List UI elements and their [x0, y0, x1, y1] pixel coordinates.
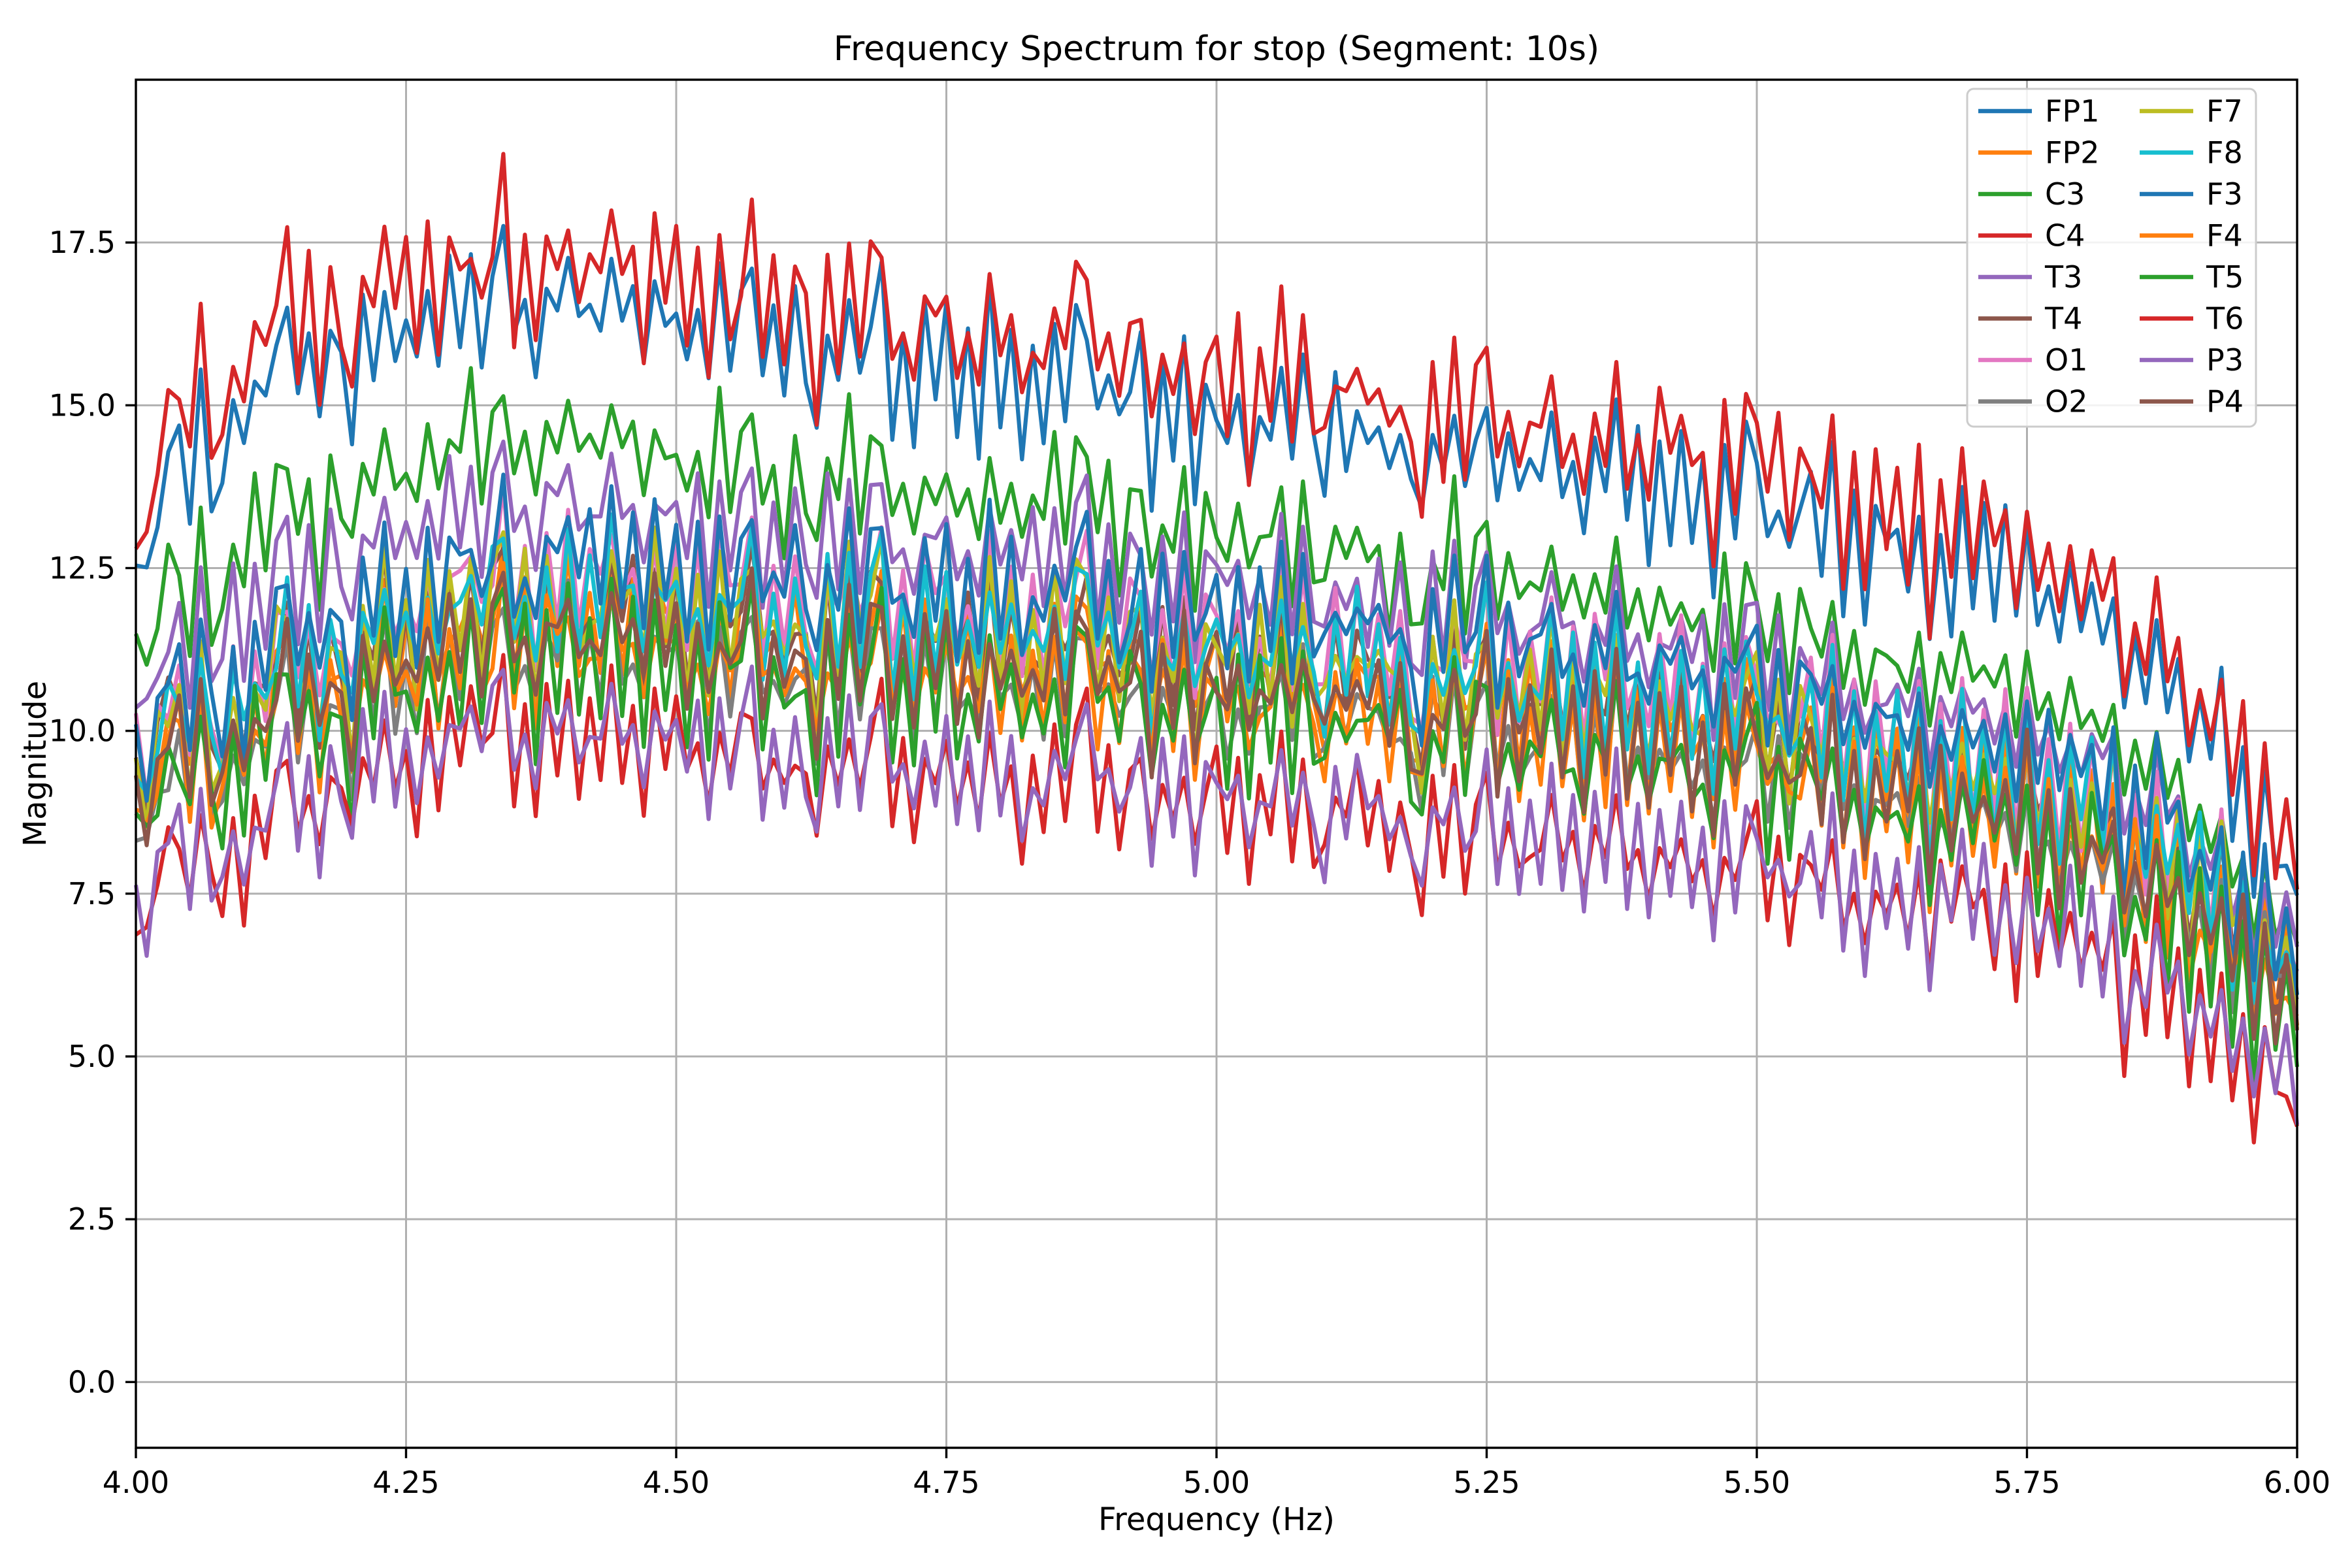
x-tick-label: 4.25 [372, 1465, 439, 1500]
legend-entry: F7 [2140, 93, 2243, 129]
legend-entry: T6 [2140, 301, 2244, 336]
y-tick-label: 2.5 [68, 1201, 116, 1237]
series-line-T3 [134, 439, 2300, 958]
legend-entry: T3 [1978, 259, 2082, 295]
tick-labels: 4.00 4.25 4.50 4.75 5.00 5.25 5.50 5.75 6.00 0.0 2… [49, 225, 2331, 1500]
series-line-F3 [133, 472, 2300, 996]
legend-label: F4 [2206, 218, 2243, 253]
series-line-T5 [134, 576, 2300, 1083]
x-tick-label: 4.75 [913, 1465, 979, 1500]
legend-entry: F4 [2140, 218, 2243, 253]
legend-label: O2 [2045, 384, 2087, 419]
legend-entry: C3 [1978, 176, 2085, 212]
x-tick-label: 5.50 [1723, 1465, 1790, 1500]
legend-entry: O1 [1978, 342, 2087, 378]
series-line-P3 [133, 664, 2300, 1125]
legend-label: F7 [2206, 93, 2243, 129]
series-line-FP1 [135, 223, 2299, 899]
x-tick-label: 5.00 [1183, 1465, 1250, 1500]
legend-label: P4 [2206, 384, 2244, 419]
y-tick-label: 7.5 [68, 876, 116, 911]
legend-label: F8 [2206, 135, 2243, 171]
legend-entry: F3 [2140, 176, 2243, 212]
legend-entry: FP1 [1978, 93, 2099, 129]
legend-entry: O2 [1978, 384, 2087, 419]
legend-label: T4 [2044, 301, 2082, 336]
x-tick-label: 4.50 [643, 1465, 710, 1500]
axis-ticks [125, 241, 2298, 1458]
y-tick-label: 12.5 [49, 551, 116, 586]
series-line-P4 [133, 566, 2300, 1046]
x-tick-label: 6.00 [2264, 1465, 2330, 1500]
legend-entry: P3 [2140, 342, 2244, 378]
legend-label: C4 [2045, 218, 2085, 253]
y-tick-label: 15.0 [49, 387, 116, 423]
legend-label: T3 [2044, 259, 2082, 295]
x-axis-label: Frequency (Hz) [1098, 1501, 1335, 1538]
chart-title: Frequency Spectrum for stop (Segment: 10… [834, 29, 1599, 69]
legend-label: C3 [2045, 176, 2085, 212]
legend-label: FP2 [2045, 135, 2099, 171]
legend-entry: FP2 [1978, 135, 2099, 171]
legend-label: F3 [2206, 176, 2243, 212]
legend: FP1 FP2 C3 C4 T3 T4 O1 O2 F7 F8 F3 F4 T5 T6 P3 P4 [1966, 88, 2257, 428]
y-axis-label: Magnitude [17, 681, 54, 847]
series-lines [133, 152, 2300, 1145]
legend-entry: P4 [2140, 384, 2244, 419]
legend-label: O1 [2045, 342, 2087, 378]
legend-label: T6 [2206, 301, 2244, 336]
x-tick-label: 5.75 [1993, 1465, 2060, 1500]
series-line-C4 [134, 152, 2300, 890]
legend-entry: T5 [2140, 259, 2244, 295]
x-tick-label: 5.25 [1453, 1465, 1520, 1500]
legend-entry: T4 [1978, 301, 2082, 336]
legend-label: P3 [2206, 342, 2244, 378]
y-tick-label: 5.0 [68, 1039, 116, 1074]
legend-entry: C4 [1978, 218, 2085, 253]
x-tick-label: 4.00 [103, 1465, 169, 1500]
legend-entry: F8 [2140, 135, 2243, 171]
legend-box [1966, 88, 2257, 428]
legend-label: FP1 [2045, 93, 2099, 129]
series-line-C3 [134, 366, 2299, 945]
y-tick-label: 10.0 [49, 713, 116, 749]
y-tick-label: 0.0 [68, 1364, 116, 1399]
y-tick-label: 17.5 [49, 225, 116, 260]
legend-label: T5 [2206, 259, 2244, 295]
